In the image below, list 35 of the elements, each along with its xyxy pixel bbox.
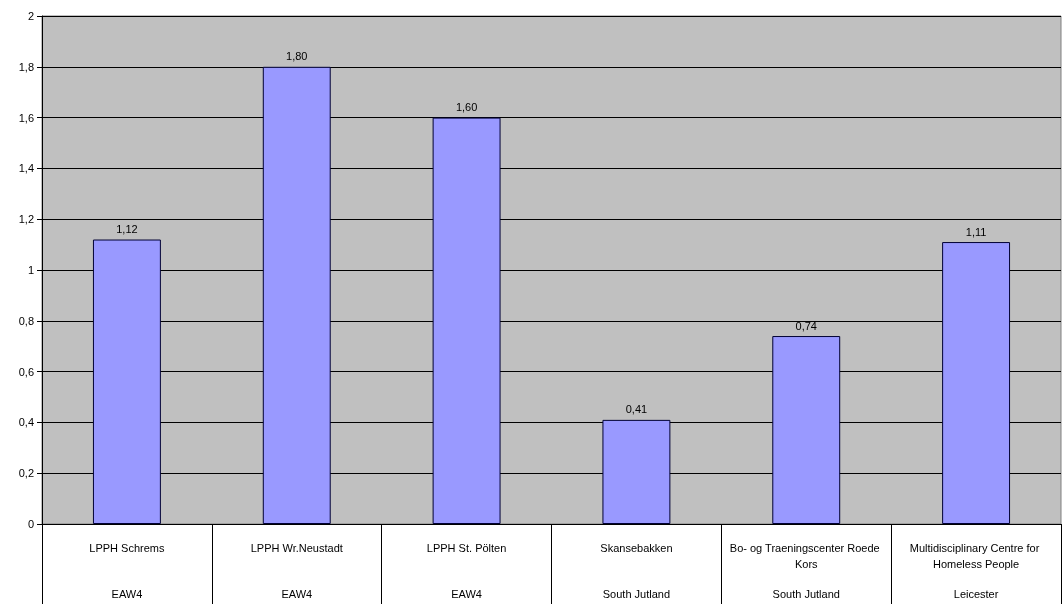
y-tick-label: 1,8 <box>18 60 34 73</box>
text: EAW4 <box>111 587 143 600</box>
x-tick-label: LPPH Wr.Neustadt <box>250 542 343 554</box>
text: South Jutland <box>602 587 671 600</box>
bar <box>262 66 331 524</box>
bar <box>772 336 841 524</box>
y-tick-label: 1 <box>27 264 34 276</box>
data-label: 1,11 <box>965 225 987 238</box>
text: EAW4 <box>451 587 482 600</box>
bar <box>92 239 161 524</box>
y-tick-label: 1,2 <box>18 213 34 226</box>
x-tick-label: Multidisciplinary Centre for Homeless People <box>909 542 1043 570</box>
y-tick-label: 0,4 <box>18 416 34 429</box>
text: EAW4 <box>281 587 313 600</box>
bar <box>432 117 501 524</box>
data-label: 1,80 <box>286 50 308 63</box>
bar <box>602 419 671 524</box>
text: Leicester <box>953 587 999 600</box>
y-tick-label: 0,2 <box>18 467 34 480</box>
data-label: 0,41 <box>625 403 648 416</box>
data-label: 0,74 <box>795 319 817 332</box>
x-tick-label: Skansebakken <box>600 542 673 554</box>
data-label: 1,12 <box>116 223 138 236</box>
y-tick-label: 0,8 <box>18 314 34 327</box>
x-tick-label: Bo- og Traeningscenter Roede Kors <box>729 542 883 570</box>
x-tick-label: LPPH Schrems <box>89 542 166 554</box>
y-tick-label: 0,6 <box>18 365 34 378</box>
y-tick-label: 1,4 <box>18 162 34 175</box>
y-tick-label: 0 <box>27 518 34 530</box>
y-tick-label: 2 <box>27 10 34 22</box>
bar <box>942 242 1011 524</box>
data-label: 1,60 <box>455 101 478 114</box>
text: South Jutland <box>772 587 840 600</box>
y-tick-label: 1,6 <box>18 111 34 124</box>
x-tick-label: LPPH St. Pölten <box>426 542 507 554</box>
